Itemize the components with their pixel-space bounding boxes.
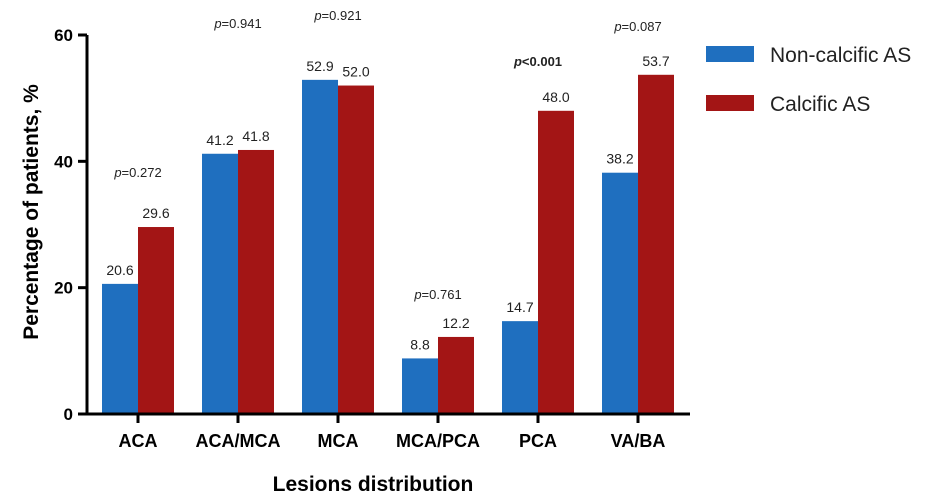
- data-label-mca-calcific: 52.0: [342, 64, 369, 80]
- x-tick-label-va-ba: VA/BA: [611, 431, 666, 451]
- x-axis-title: Lesions distribution: [273, 473, 474, 496]
- bar-mca-pca-calcific: [438, 336, 474, 414]
- data-label-pca-calcific: 48.0: [542, 89, 569, 105]
- bar-aca-non-calcific: [102, 283, 138, 414]
- data-label-pca-non-calcific: 14.7: [506, 299, 533, 315]
- bar-mca-non-calcific: [302, 79, 338, 415]
- bar-mca-pca-non-calcific: [402, 358, 438, 414]
- x-tick-label-pca: PCA: [519, 431, 557, 451]
- y-tick-label-40: 40: [54, 152, 73, 171]
- data-label-aca-calcific: 29.6: [142, 205, 169, 221]
- y-tick-label-0: 0: [64, 405, 73, 424]
- bar-va-ba-calcific: [638, 74, 674, 415]
- y-axis-title: Percentage of patients, %: [20, 84, 43, 340]
- data-label-mca-non-calcific: 52.9: [306, 58, 333, 74]
- bar-va-ba-non-calcific: [602, 172, 638, 414]
- x-tick-label-mca-pca: MCA/PCA: [396, 431, 480, 451]
- y-ticks-layer: 0 20 40 60: [54, 26, 87, 424]
- bar-mca-calcific: [338, 85, 374, 415]
- p-values-layer: p=0.272 p=0.941 p=0.921 p=0.761 p<0.001 p=0.0…: [113, 8, 661, 302]
- p-value-mca-pca: p=0.761: [413, 287, 461, 302]
- p-value-aca-mca: p=0.941: [213, 16, 261, 31]
- legend-label-calcific: Calcific AS: [770, 93, 870, 116]
- data-label-va-ba-non-calcific: 38.2: [606, 151, 633, 167]
- legend: Non-calcific AS Calcific AS: [706, 44, 911, 116]
- data-label-va-ba-calcific: 53.7: [642, 53, 669, 69]
- p-value-aca: p=0.272: [113, 165, 161, 180]
- bar-aca-mca-calcific: [238, 149, 274, 415]
- data-label-mca-pca-calcific: 12.2: [442, 315, 469, 331]
- legend-label-non-calcific: Non-calcific AS: [770, 44, 911, 67]
- data-labels-layer: 20.6 29.6 41.2 41.8 52.9 52.0 8.8 12.2 14.7 48.0 3…: [106, 53, 669, 353]
- p-value-va-ba: p=0.087: [613, 19, 661, 34]
- x-tick-label-aca-mca: ACA/MCA: [196, 431, 281, 451]
- x-ticks-layer: ACA ACA/MCA MCA MCA/PCA PCA VA/BA: [119, 414, 666, 451]
- bars-layer: [102, 74, 674, 415]
- y-tick-label-60: 60: [54, 26, 73, 45]
- data-label-aca-mca-non-calcific: 41.2: [206, 132, 233, 148]
- bar-aca-calcific: [138, 227, 174, 414]
- p-value-pca: p<0.001: [513, 54, 562, 69]
- bar-aca-mca-non-calcific: [202, 153, 238, 414]
- x-tick-label-aca: ACA: [119, 431, 158, 451]
- data-label-mca-pca-non-calcific: 8.8: [410, 336, 430, 352]
- p-value-mca: p=0.921: [313, 8, 361, 23]
- x-tick-label-mca: MCA: [318, 431, 359, 451]
- bar-pca-calcific: [538, 110, 574, 415]
- legend-swatch-calcific: [706, 95, 754, 111]
- y-tick-label-20: 20: [54, 279, 73, 298]
- legend-swatch-non-calcific: [706, 46, 754, 62]
- bar-pca-non-calcific: [502, 321, 538, 414]
- data-label-aca-mca-calcific: 41.8: [242, 128, 269, 144]
- axes-layer: [85, 35, 690, 416]
- data-label-aca-non-calcific: 20.6: [106, 262, 133, 278]
